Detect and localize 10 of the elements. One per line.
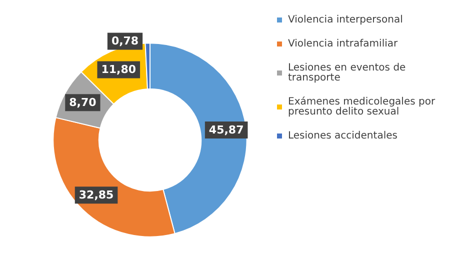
legend-label: Exámenes medicolegales por presunto delito sexual (288, 96, 438, 118)
data-label: 11,80 (101, 63, 136, 76)
legend-label: Violencia intrafamiliar (288, 38, 398, 50)
legend-label: Violencia interpersonal (288, 14, 403, 26)
data-label: 45,87 (208, 124, 244, 137)
legend-label: Lesiones en eventos de transporte (288, 62, 409, 84)
data-label: 32,85 (78, 188, 114, 202)
legend-label: Lesiones accidentales (288, 130, 398, 142)
data-label: 0,78 (111, 34, 139, 48)
data-label: 8,70 (69, 96, 97, 110)
